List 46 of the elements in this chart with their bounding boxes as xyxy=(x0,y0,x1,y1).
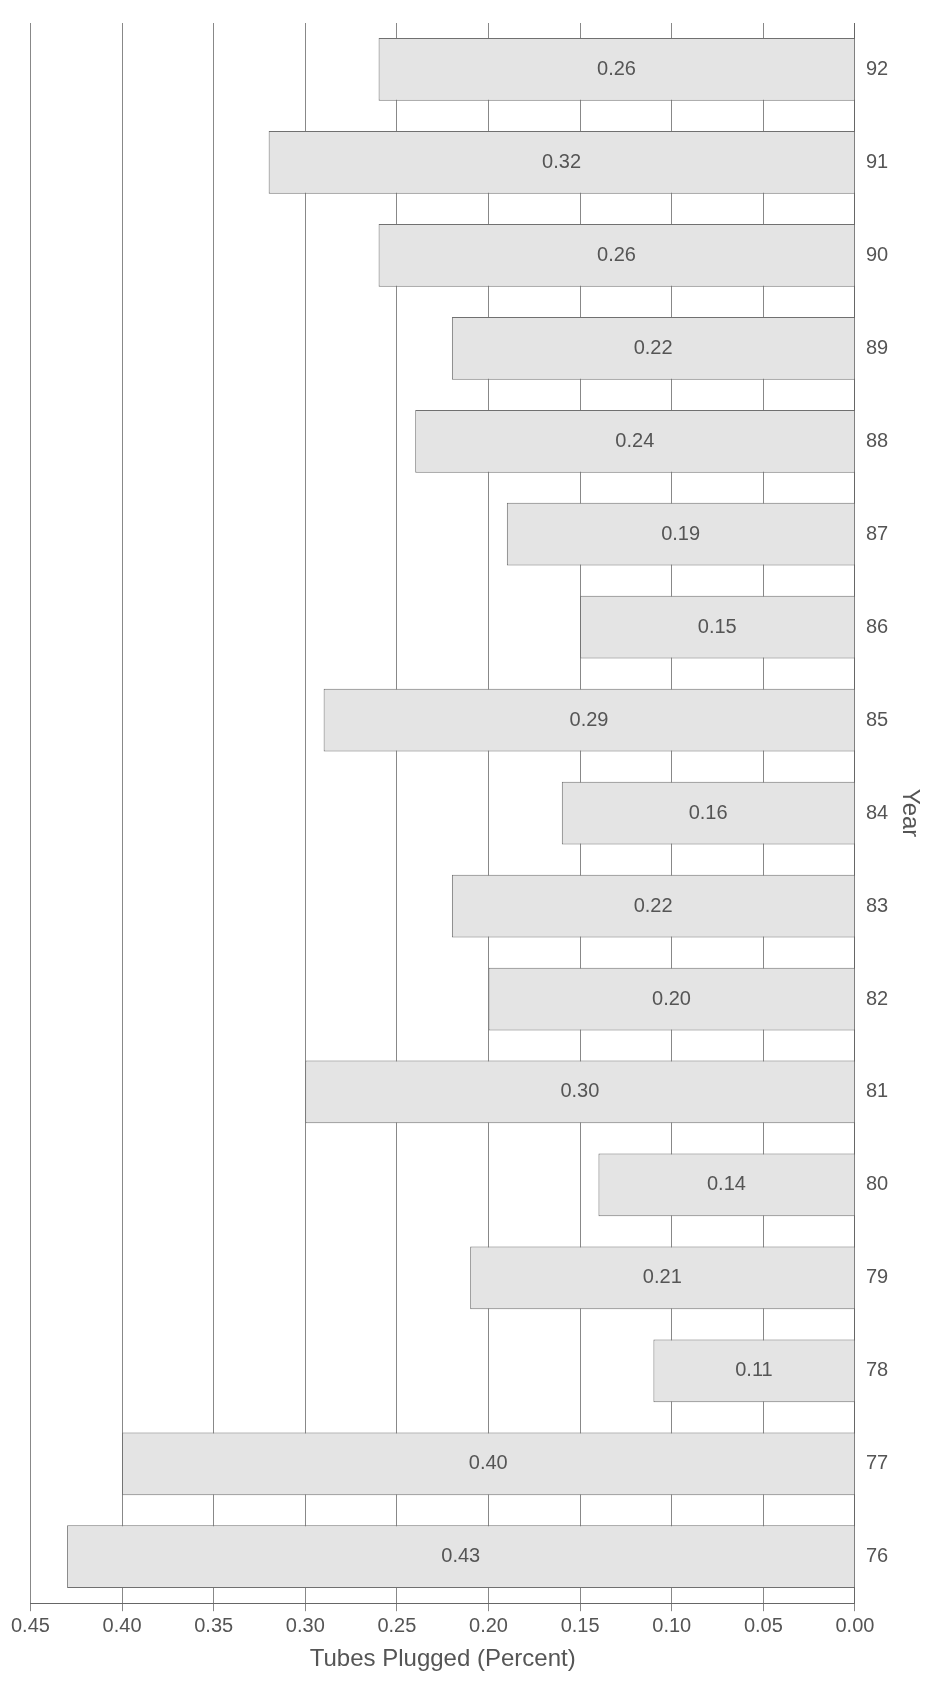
y-tick-label: 91 xyxy=(865,149,889,172)
x-tick-label: 0.30 xyxy=(285,1613,325,1636)
y-tick-label: 78 xyxy=(865,1358,889,1381)
data-label: 0.19 xyxy=(661,521,701,544)
data-label: 0.11 xyxy=(735,1358,773,1381)
x-tick-label: 0.05 xyxy=(743,1613,783,1636)
y-tick-label: 89 xyxy=(865,335,889,358)
y-tick-label: 88 xyxy=(865,428,889,451)
y-tick-label: 77 xyxy=(865,1451,889,1474)
data-label: 0.29 xyxy=(569,707,609,730)
data-label: 0.20 xyxy=(652,986,691,1009)
x-tick-label: 0.45 xyxy=(10,1613,50,1636)
data-label: 0.43 xyxy=(441,1544,481,1567)
y-tick-label: 80 xyxy=(865,1172,889,1195)
y-tick-label: 79 xyxy=(865,1265,889,1288)
data-label: 0.30 xyxy=(560,1079,600,1102)
data-label: 0.14 xyxy=(706,1172,746,1195)
data-label: 0.16 xyxy=(688,800,728,823)
x-tick-label: 0.35 xyxy=(194,1613,234,1636)
x-axis-title: Tubes Plugged (Percent) xyxy=(309,1644,576,1672)
data-label: 0.22 xyxy=(633,335,673,358)
y-tick-label: 81 xyxy=(865,1079,889,1102)
y-tick-label: 86 xyxy=(865,614,889,637)
data-label: 0.26 xyxy=(597,242,636,265)
y-tick-label: 90 xyxy=(865,242,889,265)
x-tick-label: 0.20 xyxy=(469,1613,508,1636)
data-label: 0.32 xyxy=(542,149,582,172)
data-label: 0.40 xyxy=(468,1451,508,1474)
y-tick-label: 83 xyxy=(865,893,889,916)
y-tick-label: 84 xyxy=(865,800,889,823)
x-tick-label: 0.00 xyxy=(835,1613,875,1636)
y-tick-label: 76 xyxy=(865,1544,889,1567)
data-label: 0.22 xyxy=(633,893,673,916)
data-label: 0.15 xyxy=(697,614,737,637)
y-axis-title: Year xyxy=(897,788,925,838)
y-tick-label: 82 xyxy=(865,986,889,1009)
x-tick-label: 0.15 xyxy=(560,1613,600,1636)
x-tick-label: 0.10 xyxy=(652,1613,692,1636)
x-tick-label: 0.25 xyxy=(377,1613,417,1636)
y-tick-label: 85 xyxy=(865,707,889,730)
y-tick-label: 87 xyxy=(865,521,889,544)
data-label: 0.26 xyxy=(597,56,636,79)
data-label: 0.21 xyxy=(642,1265,682,1288)
y-tick-label: 92 xyxy=(865,56,889,79)
x-tick-label: 0.40 xyxy=(102,1613,142,1636)
data-label: 0.24 xyxy=(615,428,655,451)
